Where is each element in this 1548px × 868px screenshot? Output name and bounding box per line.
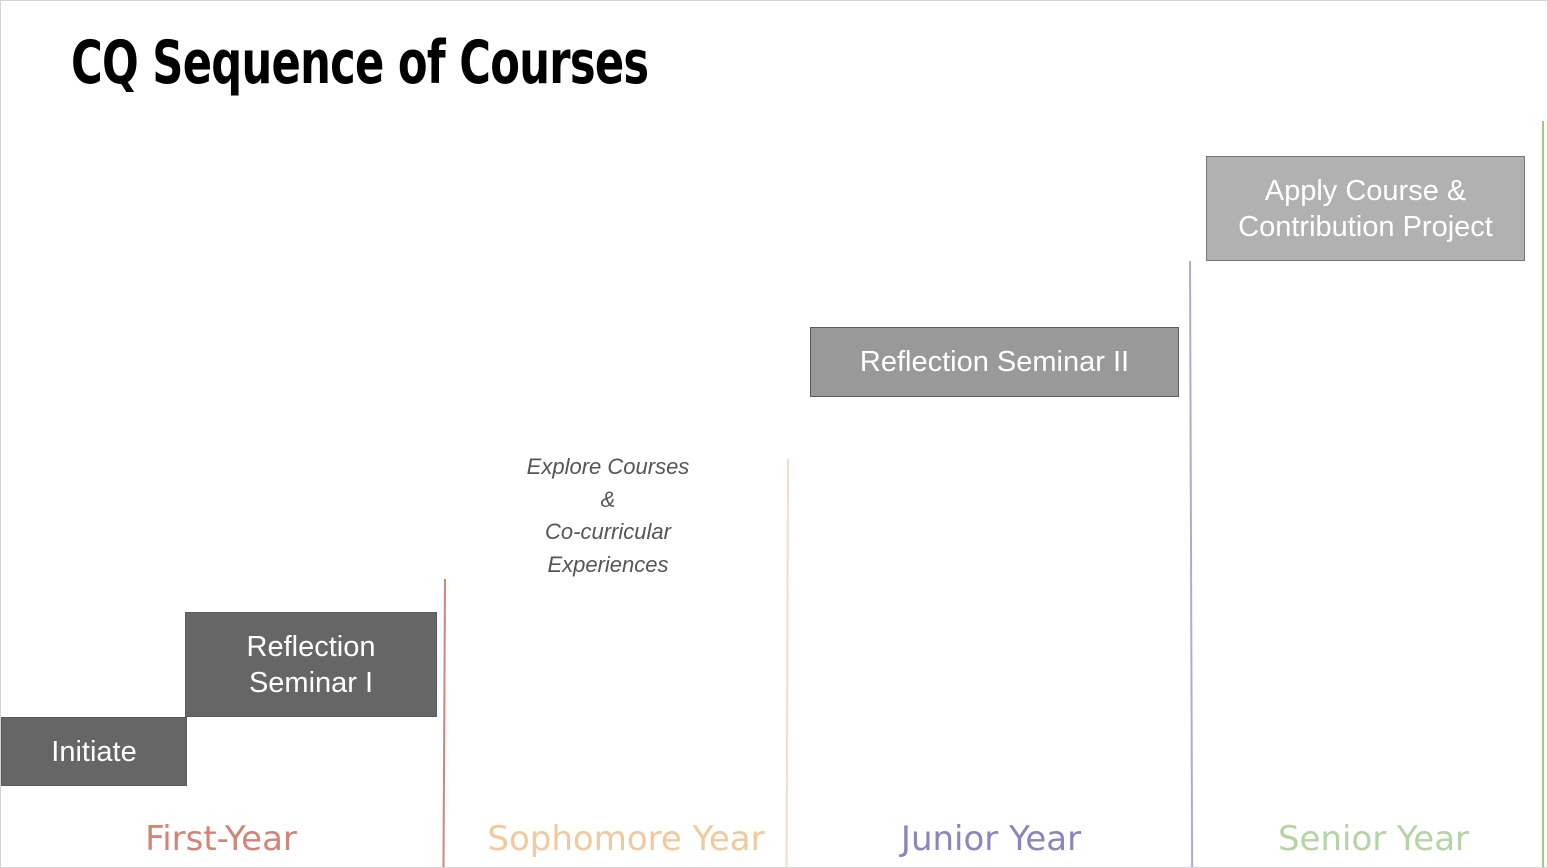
senior-year-label: Senior Year — [1277, 819, 1470, 859]
sophomore-year-label: Sophomore Year — [487, 819, 765, 859]
apply-course-box: Apply Course & Contribution Project — [1206, 156, 1525, 261]
initiate-step-box: Initiate — [1, 717, 187, 786]
junior-year-label: Junior Year — [900, 819, 1082, 859]
first-year-label: First-Year — [145, 819, 297, 859]
reflection-seminar-2-box: Reflection Seminar II — [810, 327, 1179, 397]
explore-courses-text: Explore Courses & Co-curricular Experien… — [526, 454, 690, 577]
sophomore-divider — [785, 458, 789, 867]
first-year-divider — [442, 578, 446, 867]
junior-divider — [1189, 260, 1194, 867]
senior-divider — [1542, 121, 1544, 867]
page-title: CQ Sequence of Courses — [71, 28, 649, 98]
reflection-seminar-1-box: Reflection Seminar I — [185, 612, 437, 717]
